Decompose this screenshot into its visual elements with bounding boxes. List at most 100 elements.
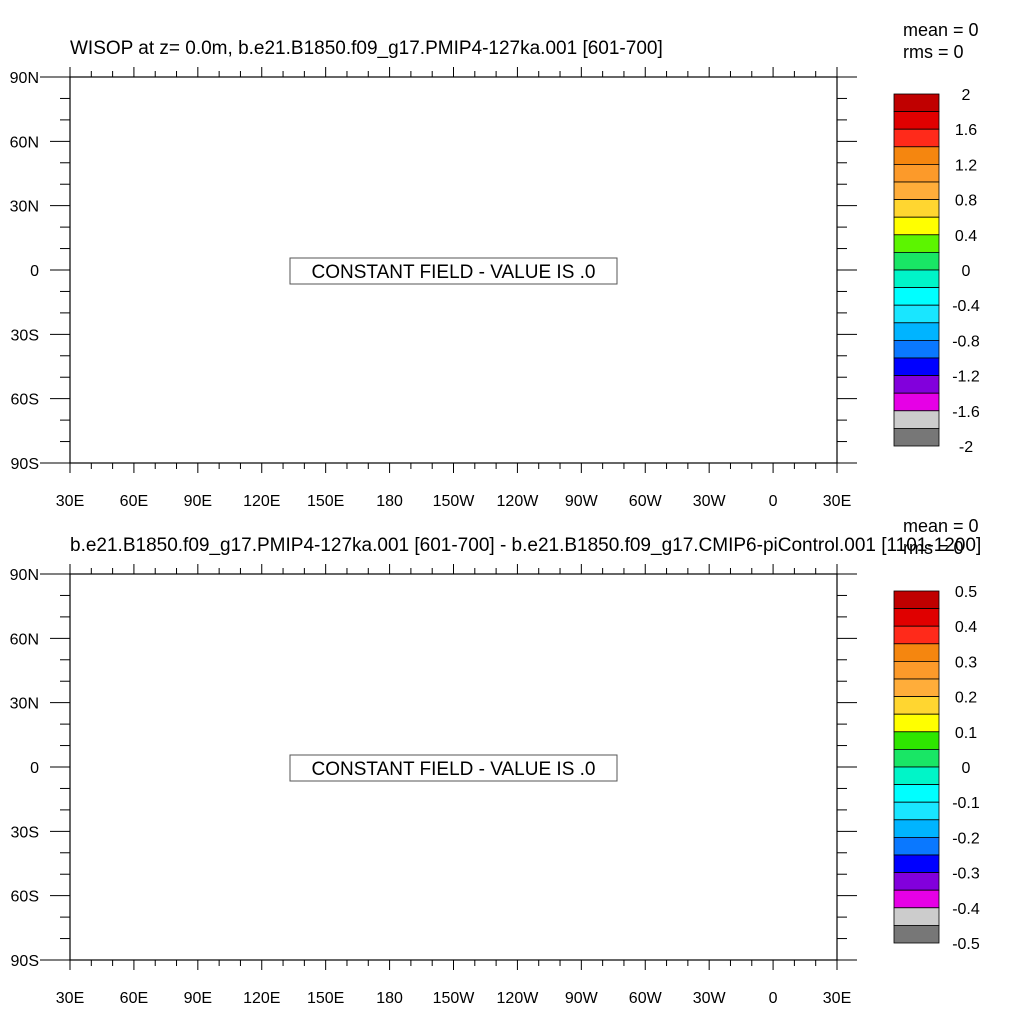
colorbar-swatch — [893, 146, 940, 165]
lon-tick-label: 120W — [497, 493, 540, 510]
colorbar-swatch — [893, 854, 940, 874]
colorbar-swatch — [893, 661, 940, 680]
colorbar-swatch — [893, 608, 940, 627]
colorbar-swatch — [893, 713, 940, 733]
lat-tick-label: 90N — [10, 567, 39, 584]
lon-tick-label: 150E — [307, 493, 344, 510]
colorbar-swatch — [893, 322, 940, 341]
colorbar-tick-label: 2 — [962, 87, 971, 104]
colorbar-tick-label: -0.1 — [952, 795, 980, 812]
colorbar-tick-label: -0.5 — [952, 936, 980, 953]
lon-tick-label: 90W — [565, 493, 599, 510]
lon-tick-label: 0 — [769, 990, 778, 1007]
colorbar-tick-label: 0.8 — [955, 193, 977, 210]
colorbar-swatch — [893, 625, 940, 645]
constant-field-message: CONSTANT FIELD - VALUE IS .0 — [311, 262, 595, 283]
colorbar-tick-label: 0.1 — [955, 725, 977, 742]
lat-tick-label: 0 — [30, 263, 39, 280]
colorbar-swatch — [893, 375, 940, 394]
colorbar-swatch — [893, 181, 940, 201]
lon-tick-label: 60W — [629, 493, 663, 510]
colorbar-swatch — [893, 392, 940, 412]
colorbar-tick-label: -0.8 — [952, 333, 980, 350]
lon-tick-label: 90E — [184, 990, 212, 1007]
lon-tick-label: 120E — [243, 493, 280, 510]
colorbar-swatch — [893, 199, 940, 218]
lon-tick-label: 30E — [56, 990, 84, 1007]
colorbar-swatch — [893, 889, 940, 909]
colorbar-swatch — [893, 163, 940, 183]
colorbar-tick-label: -0.3 — [952, 866, 980, 883]
colorbar-swatch — [893, 696, 940, 715]
lat-tick-label: 90N — [10, 70, 39, 87]
lat-tick-label: 30S — [11, 824, 39, 841]
colorbar-swatch — [893, 287, 940, 306]
colorbar-tick-label: 0.4 — [955, 228, 977, 245]
lat-tick-label: 0 — [30, 760, 39, 777]
lon-tick-label: 150W — [433, 493, 476, 510]
lon-tick-label: 60E — [120, 990, 148, 1007]
colorbar-swatch — [893, 837, 940, 856]
colorbar-swatch — [893, 410, 940, 429]
colorbar-swatch — [893, 784, 940, 803]
lat-tick-label: 30N — [10, 696, 39, 713]
constant-field-box — [289, 754, 618, 782]
colorbar-swatch — [893, 234, 940, 253]
rms-label: rms = 0 — [903, 538, 964, 558]
lon-tick-label: 60E — [120, 493, 148, 510]
lon-tick-label: 90E — [184, 493, 212, 510]
colorbar-swatch — [893, 643, 940, 662]
colorbar-swatch — [893, 678, 940, 698]
colorbar-tick-label: 0.3 — [955, 654, 977, 671]
lat-tick-label: 90S — [11, 953, 39, 970]
colorbar-swatch — [893, 216, 940, 236]
lon-tick-label: 150W — [433, 990, 476, 1007]
lat-tick-label: 90S — [11, 456, 39, 473]
colorbar-swatch — [893, 427, 940, 447]
lat-tick-label: 60N — [10, 631, 39, 648]
lat-tick-label: 30N — [10, 199, 39, 216]
colorbar-swatch — [893, 749, 940, 768]
colorbar-tick-label: 0 — [962, 263, 971, 280]
colorbar-swatch — [893, 251, 940, 271]
lon-tick-label: 30W — [693, 493, 727, 510]
colorbar-tick-label: -1.2 — [952, 369, 980, 386]
colorbar-swatch — [893, 304, 940, 324]
lon-tick-label: 180 — [376, 493, 403, 510]
plot-title: WISOP at z= 0.0m, b.e21.B1850.f09_g17.PM… — [70, 38, 663, 59]
colorbar-swatch — [893, 93, 940, 113]
constant-field-box — [289, 257, 618, 285]
colorbar-swatch — [893, 766, 940, 786]
colorbar-tick-label: 1.2 — [955, 157, 977, 174]
colorbar-tick-label: -2 — [959, 439, 973, 456]
colorbar-tick-label: -1.6 — [952, 404, 980, 421]
lat-tick-label: 60S — [11, 889, 39, 906]
lon-tick-label: 90W — [565, 990, 599, 1007]
mean-label: mean = 0 — [903, 20, 979, 40]
lon-tick-label: 120W — [497, 990, 540, 1007]
lat-tick-label: 60S — [11, 392, 39, 409]
colorbar-swatch — [893, 819, 940, 838]
colorbar-tick-label: 0.5 — [955, 584, 977, 601]
lon-tick-label: 180 — [376, 990, 403, 1007]
colorbar-swatch — [893, 590, 940, 610]
colorbar-swatch — [893, 339, 940, 359]
lon-tick-label: 30E — [823, 493, 851, 510]
rms-label: rms = 0 — [903, 42, 964, 62]
colorbar-tick-label: 0.2 — [955, 690, 977, 707]
colorbar-tick-label: 1.6 — [955, 122, 977, 139]
colorbar-tick-label: 0.4 — [955, 619, 977, 636]
colorbar-swatch — [893, 731, 940, 750]
colorbar-swatch — [893, 128, 940, 148]
plot-title: b.e21.B1850.f09_g17.PMIP4-127ka.001 [601… — [70, 535, 981, 556]
lon-tick-label: 0 — [769, 493, 778, 510]
lat-tick-label: 60N — [10, 134, 39, 151]
colorbar-tick-label: -0.4 — [952, 298, 980, 315]
lat-tick-label: 30S — [11, 327, 39, 344]
lon-tick-label: 150E — [307, 990, 344, 1007]
lon-tick-label: 30E — [823, 990, 851, 1007]
colorbar-tick-label: 0 — [962, 760, 971, 777]
constant-field-message: CONSTANT FIELD - VALUE IS .0 — [311, 759, 595, 780]
colorbar-swatch — [893, 907, 940, 926]
